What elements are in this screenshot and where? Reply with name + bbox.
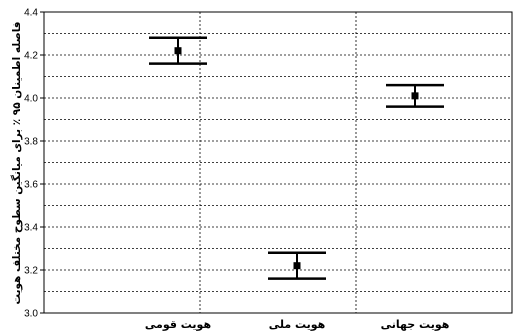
- y-tick-label: 4.0: [24, 94, 38, 105]
- y-tick-label: 3.8: [24, 137, 38, 148]
- y-tick-label: 3.2: [24, 266, 38, 277]
- x-axis-labels: هویت قومی هویت ملی هویت جهانی: [145, 318, 449, 331]
- y-tick-label: 3.4: [24, 223, 38, 234]
- y-tick-label: 3.6: [24, 180, 38, 191]
- grid-lines: [44, 12, 512, 313]
- error-bar: [149, 36, 207, 65]
- x-category-label: هویت ملی: [269, 318, 326, 331]
- error-bars: [149, 36, 444, 280]
- mean-marker: [411, 92, 419, 100]
- x-category-label: هویت قومی: [145, 318, 211, 331]
- y-tick-label: 4.2: [24, 51, 38, 62]
- plot-border: [43, 11, 513, 314]
- mean-marker: [293, 262, 301, 270]
- y-axis-ticks: 3.0 3.2 3.4 3.6 3.8 4.0 4.2 4.4: [24, 8, 44, 320]
- error-bar: [386, 83, 444, 108]
- plot-frame: [43, 11, 513, 314]
- y-axis-title: فاصله اطمینان ۹۵ ٪ برای میانگین سطوح مخت…: [10, 21, 23, 304]
- mean-marker: [174, 47, 182, 55]
- error-bar: [268, 251, 326, 280]
- y-tick-label: 4.4: [24, 8, 38, 19]
- y-tick-label: 3.0: [24, 309, 38, 320]
- x-category-label: هویت جهانی: [381, 318, 450, 331]
